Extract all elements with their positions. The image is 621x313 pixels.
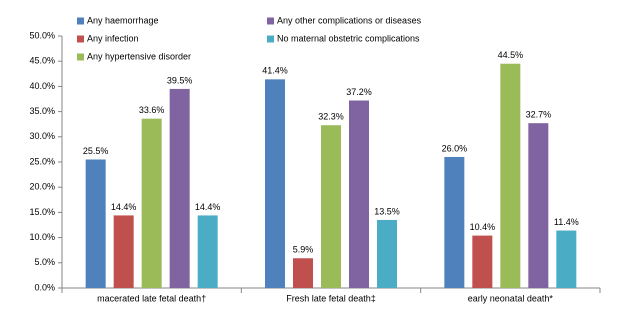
value-label: 33.6% bbox=[139, 105, 165, 115]
bar bbox=[197, 215, 218, 288]
y-tick-label: 5.0% bbox=[34, 257, 55, 267]
value-label: 14.4% bbox=[111, 202, 137, 212]
y-tick-label: 20.0% bbox=[29, 182, 55, 192]
value-label: 25.5% bbox=[83, 146, 109, 156]
bar bbox=[85, 159, 106, 288]
legend-label: Any infection bbox=[87, 33, 139, 43]
y-tick-label: 35.0% bbox=[29, 106, 55, 116]
bar bbox=[293, 258, 313, 288]
bar bbox=[528, 123, 549, 288]
legend-label: No maternal obstetric complications bbox=[277, 33, 420, 43]
y-tick-label: 30.0% bbox=[29, 131, 55, 141]
y-tick-label: 15.0% bbox=[29, 207, 55, 217]
y-tick-label: 40.0% bbox=[29, 81, 55, 91]
bar bbox=[377, 219, 397, 288]
bar bbox=[321, 125, 341, 288]
legend-swatch bbox=[77, 35, 84, 43]
value-label: 26.0% bbox=[442, 143, 468, 153]
legend-label: Any haemorrhage bbox=[87, 15, 159, 25]
value-label: 5.9% bbox=[293, 245, 314, 255]
y-tick-label: 45.0% bbox=[29, 56, 55, 66]
y-tick-label: 10.0% bbox=[29, 232, 55, 242]
value-label: 41.4% bbox=[262, 66, 288, 76]
legend-label: Any hypertensive disorder bbox=[87, 51, 191, 61]
bar bbox=[472, 235, 493, 288]
legend-label: Any other complications or diseases bbox=[277, 15, 422, 25]
bar bbox=[169, 88, 190, 288]
y-tick-label: 25.0% bbox=[29, 156, 55, 166]
value-label: 37.2% bbox=[346, 87, 372, 97]
bar bbox=[265, 79, 285, 289]
bar bbox=[349, 100, 369, 289]
value-label: 14.4% bbox=[195, 202, 221, 212]
legend-swatch bbox=[267, 35, 274, 43]
value-label: 13.5% bbox=[374, 206, 400, 216]
value-label: 10.4% bbox=[470, 222, 496, 232]
bar bbox=[500, 63, 521, 288]
x-tick-label: early neonatal death* bbox=[468, 293, 554, 303]
x-tick-label: macerated late fetal death† bbox=[97, 293, 206, 303]
y-tick-label: 50.0% bbox=[29, 30, 55, 40]
value-label: 11.4% bbox=[554, 217, 579, 227]
bar bbox=[556, 230, 577, 288]
value-label: 39.5% bbox=[167, 75, 193, 85]
bar bbox=[113, 215, 134, 288]
value-label: 32.7% bbox=[526, 110, 552, 120]
x-tick-label: Fresh late fetal death‡ bbox=[286, 293, 376, 303]
legend-swatch bbox=[77, 17, 84, 25]
value-label: 32.3% bbox=[318, 112, 344, 122]
y-tick-label: 0.0% bbox=[34, 282, 55, 292]
value-label: 44.5% bbox=[498, 50, 524, 60]
bar bbox=[444, 156, 465, 288]
legend-swatch bbox=[77, 53, 84, 61]
bar bbox=[141, 118, 162, 288]
legend-swatch bbox=[267, 17, 274, 25]
